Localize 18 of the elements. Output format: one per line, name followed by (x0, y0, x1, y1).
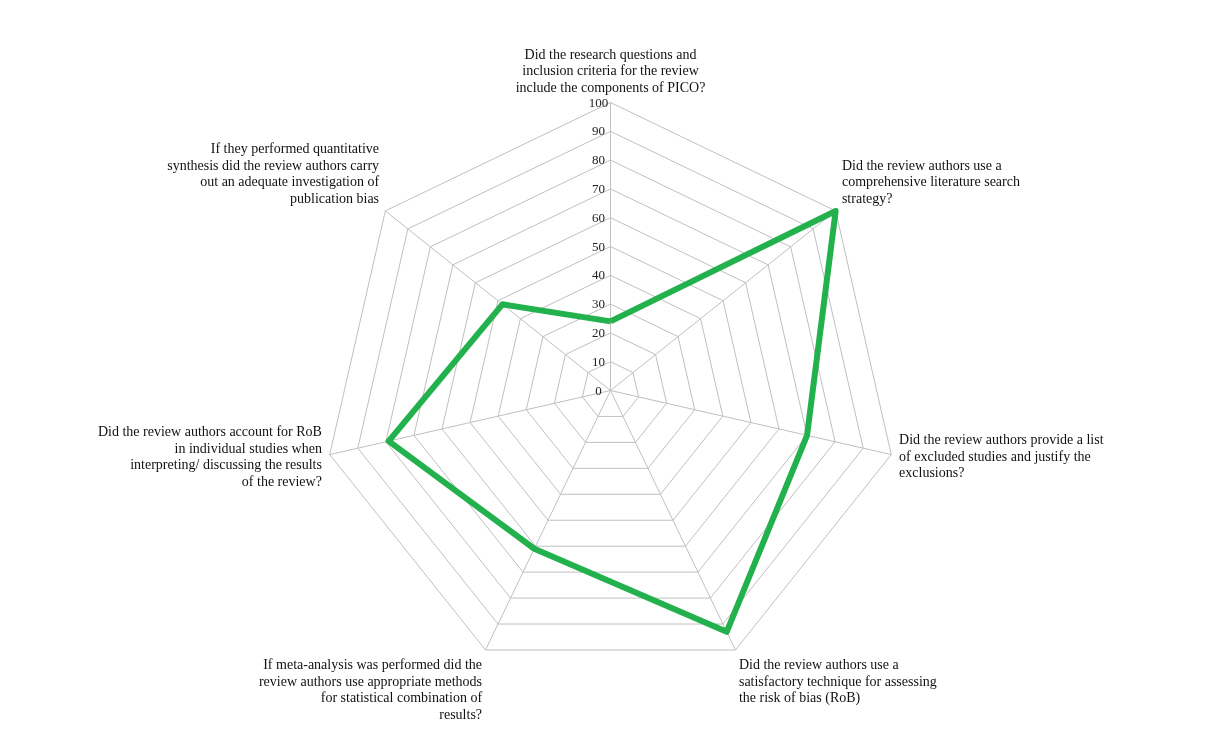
spoke-label: Did the review authors use a satisfactory technique for assessing the risk of bias (RoB) (738, 657, 937, 707)
y-tick-label: 50 (592, 238, 605, 254)
y-tick-label: 90 (592, 123, 605, 139)
spoke-label: If meta-analysis was performed did the review authors use appropriate methods for statistical combination of results? (258, 657, 483, 722)
y-tick-label: 40 (592, 267, 605, 283)
y-tick-label: 70 (592, 180, 605, 196)
y-tick-label: 30 (592, 296, 605, 312)
spoke-label: If they performed quantitative synthesis did the review authors carry out an adequate investigation of publication bias (167, 141, 380, 206)
y-tick-label: 20 (592, 324, 605, 340)
y-tick-label: 0 (595, 382, 602, 398)
spoke-label: Did the review authors use a comprehensive literature search strategy? (841, 157, 1020, 206)
spoke-label: Did the review authors provide a list of excluded studies and justify the exclusions? (899, 432, 1104, 481)
spoke-label: Did the review authors account for RoB in individual studies when interpreting/ discussing the results of the review? (97, 424, 322, 489)
spoke-label: Did the research questions and inclusion criteria for the review include the components of PICO? (515, 46, 706, 95)
y-tick-label: 80 (592, 152, 605, 168)
y-tick-label: 100 (588, 94, 609, 110)
y-tick-label: 60 (592, 209, 605, 225)
y-tick-label: 10 (592, 353, 605, 369)
